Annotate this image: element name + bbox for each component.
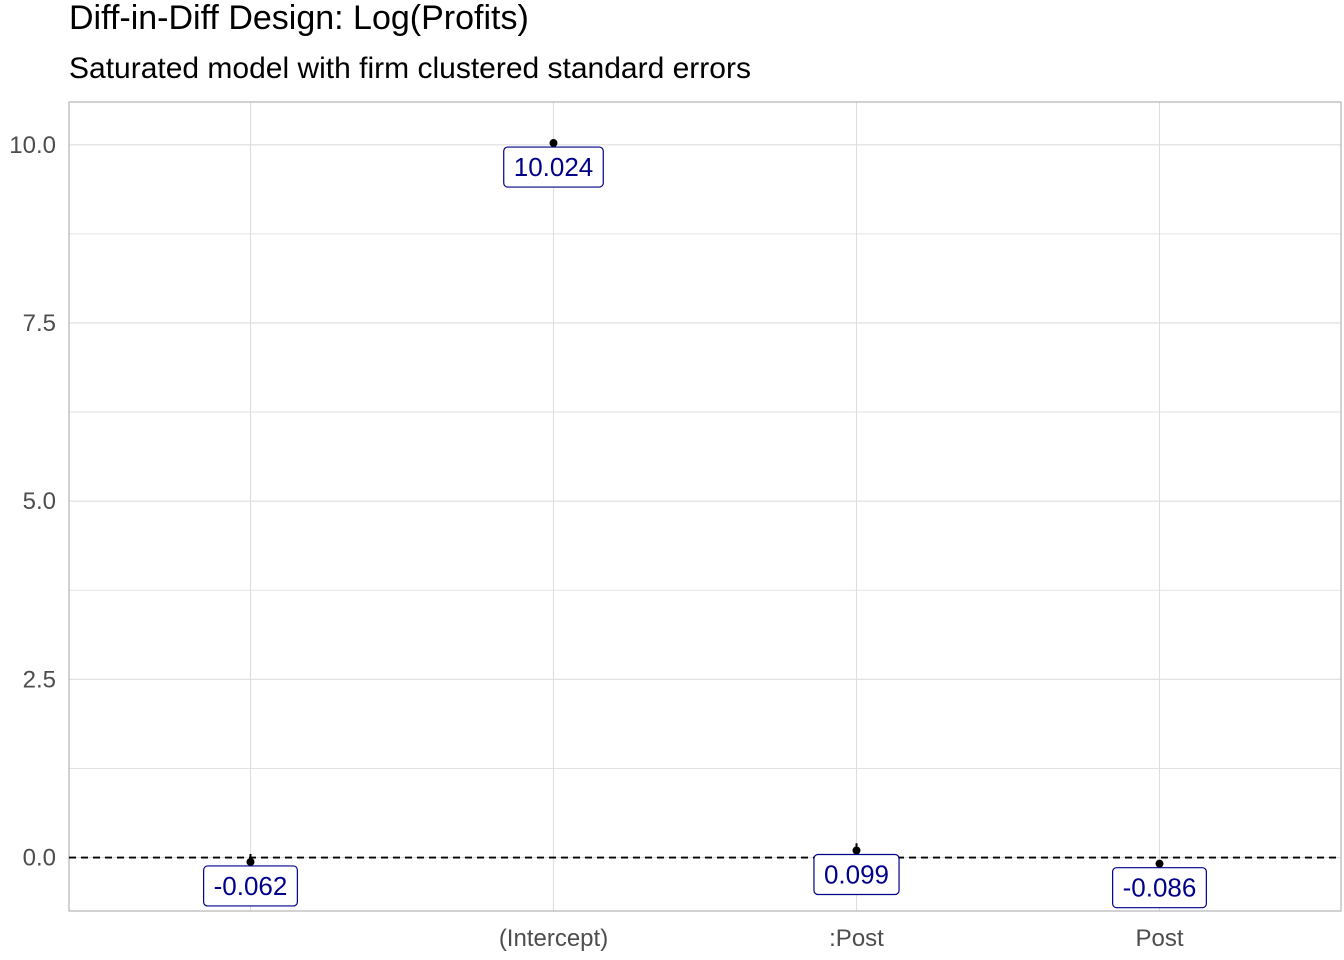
y-tick-label: 10.0 xyxy=(9,132,56,159)
data-label-text: -0.086 xyxy=(1123,873,1197,903)
data-label-box xyxy=(813,853,900,896)
coefficient-point xyxy=(549,139,558,148)
x-tick-label: :Post xyxy=(829,925,884,952)
chart-subtitle: Saturated model with firm clustered stan… xyxy=(69,52,751,85)
y-tick-label: 2.5 xyxy=(23,666,56,693)
grid-lines xyxy=(69,102,1341,911)
data-label-text: 10.024 xyxy=(514,152,594,182)
data-label: 10.024 xyxy=(503,146,604,188)
x-tick-label: (Intercept) xyxy=(499,925,608,952)
data-label: -0.062 xyxy=(203,865,298,907)
axes: 0.0 2.5 5.0 7.5 10.0 (Intercept) :Post Post xyxy=(9,101,1342,952)
data-label-box xyxy=(1112,867,1207,909)
data-label-text: -0.062 xyxy=(214,871,288,901)
data-label: 0.099 xyxy=(813,853,900,896)
coefficient-point xyxy=(1155,859,1164,868)
x-tick-label: Post xyxy=(1135,925,1183,952)
coefficient-labels: -0.062 10.024 0.099 -0.086 xyxy=(203,146,1207,909)
data-label-box xyxy=(203,865,298,907)
data-label: -0.086 xyxy=(1112,867,1207,909)
data-label-text: 0.099 xyxy=(824,859,889,889)
y-tick-label: 7.5 xyxy=(23,310,56,337)
coefficient-point xyxy=(852,846,861,855)
coefficient-marks xyxy=(246,139,1164,868)
data-label-box xyxy=(503,146,604,188)
y-tick-label: 0.0 xyxy=(23,845,56,872)
y-tick-label: 5.0 xyxy=(23,488,56,515)
plot-panel-border xyxy=(68,101,1342,912)
coefficient-point xyxy=(246,857,255,866)
chart-title: Diff-in-Diff Design: Log(Profits) xyxy=(69,0,529,37)
